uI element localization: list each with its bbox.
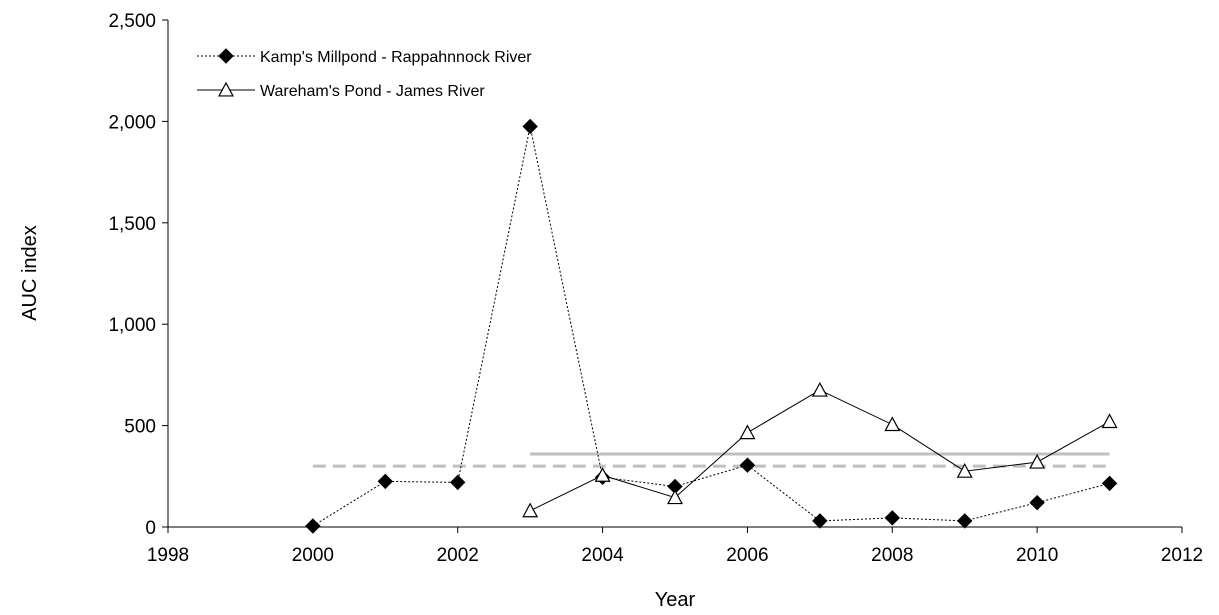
data-point-triangle [739, 424, 756, 440]
data-point-diamond [1029, 494, 1045, 511]
x-tick-label: 1998 [147, 545, 189, 566]
x-tick-label: 2002 [437, 545, 479, 566]
legend-label: Kamp's Millpond - Rappahnnock River [260, 49, 532, 66]
data-point-diamond [450, 474, 466, 491]
y-tick-label: 0 [145, 518, 156, 539]
data-point-diamond [739, 457, 756, 473]
y-tick-label: 2,500 [108, 11, 156, 32]
series-line [529, 389, 1110, 512]
legend-marker-triangle [217, 81, 235, 97]
data-point-diamond [522, 118, 538, 135]
y-tick-label: 1,000 [108, 315, 156, 336]
legend-label: Wareham's Pond - James River [260, 83, 485, 100]
y-tick-label: 500 [124, 417, 156, 438]
x-tick-label: 2008 [871, 545, 913, 566]
x-tick-label: 2012 [1161, 545, 1203, 566]
data-point-triangle [594, 467, 611, 482]
y-tick-label: 1,500 [108, 214, 156, 235]
data-point-triangle [522, 502, 539, 518]
axes [167, 20, 1182, 528]
data-point-diamond [957, 513, 973, 529]
data-point-diamond [377, 473, 393, 490]
x-tick-label: 2006 [726, 545, 768, 566]
data-point-diamond [1101, 475, 1118, 492]
legend: Kamp's Millpond - Rappahnnock River Wareh… [197, 48, 532, 100]
x-axis-title: Year [655, 589, 696, 611]
data-point-diamond [884, 510, 900, 526]
series [305, 118, 1118, 534]
legend-marker-diamond [218, 48, 234, 64]
data-point-triangle [1101, 413, 1118, 429]
ticks: 0 500 1,000 1,500 2,000 2,500 1998 2000 2002 2004… [108, 11, 1203, 566]
data-point-triangle [666, 489, 684, 505]
y-tick-label: 2,000 [108, 112, 156, 133]
x-tick-label: 2000 [292, 545, 334, 566]
data-point-triangle [811, 381, 828, 397]
series-line [312, 126, 1110, 527]
data-point-diamond [812, 513, 828, 529]
data-point-triangle [956, 462, 973, 478]
x-tick-label: 2010 [1016, 545, 1058, 566]
x-tick-label: 2004 [581, 545, 624, 566]
reference-lines [312, 452, 1110, 468]
data-point-diamond [305, 518, 321, 534]
data-point-triangle [884, 416, 901, 432]
data-point-triangle [1029, 453, 1046, 469]
y-axis-title: AUC index [19, 225, 41, 321]
